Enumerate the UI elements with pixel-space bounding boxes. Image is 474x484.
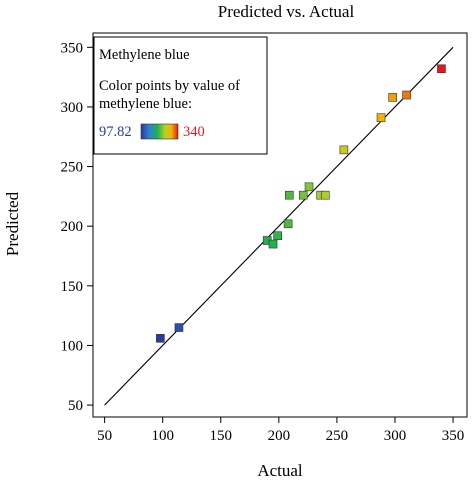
reference-line <box>104 46 454 406</box>
x-tick-label: 150 <box>210 428 233 444</box>
y-tick-label: 200 <box>61 219 84 235</box>
data-point <box>284 190 294 200</box>
data-point <box>298 190 308 200</box>
legend-line-1: Color points by value of <box>99 78 240 94</box>
data-point <box>304 182 314 192</box>
x-axis: 50 100 150 200 250 300 350 <box>97 417 464 444</box>
y-axis-label: Predicted <box>3 191 22 256</box>
legend: Methylene blue Color points by value of … <box>93 36 268 155</box>
x-tick-label: 100 <box>151 428 174 444</box>
data-point <box>376 113 386 122</box>
y-tick-label: 100 <box>61 338 84 354</box>
data-point <box>174 323 184 332</box>
data-point <box>339 145 349 155</box>
y-tick-label: 150 <box>61 279 84 295</box>
y-tick-label: 300 <box>61 100 84 116</box>
y-axis: 50 100 150 200 250 300 350 <box>61 40 93 414</box>
data-point <box>273 231 282 241</box>
plot-area-frame <box>92 32 468 418</box>
legend-color-bar <box>140 123 179 140</box>
legend-min-label: 97.82 <box>99 124 132 140</box>
data-point <box>283 219 293 229</box>
y-tick-label: 50 <box>68 398 83 414</box>
data-point <box>402 90 411 100</box>
chart-title: Predicted vs. Actual <box>218 2 355 21</box>
x-tick-label: 200 <box>268 428 291 444</box>
legend-line-2: methylene blue: <box>99 96 192 112</box>
x-tick-label: 350 <box>442 428 465 444</box>
x-tick-label: 300 <box>384 428 407 444</box>
y-tick-label: 350 <box>61 40 84 56</box>
y-tick-label: 250 <box>61 160 84 176</box>
data-point <box>156 333 165 343</box>
legend-box <box>93 36 268 155</box>
data-points <box>156 64 446 343</box>
legend-title: Methylene blue <box>99 47 190 63</box>
data-point <box>388 93 397 102</box>
x-axis-label: Actual <box>257 461 303 480</box>
x-tick-label: 250 <box>326 428 349 444</box>
data-point <box>268 239 278 249</box>
data-point <box>437 64 446 74</box>
x-tick-label: 50 <box>97 428 112 444</box>
data-point <box>320 190 330 200</box>
legend-max-label: 340 <box>183 124 205 140</box>
